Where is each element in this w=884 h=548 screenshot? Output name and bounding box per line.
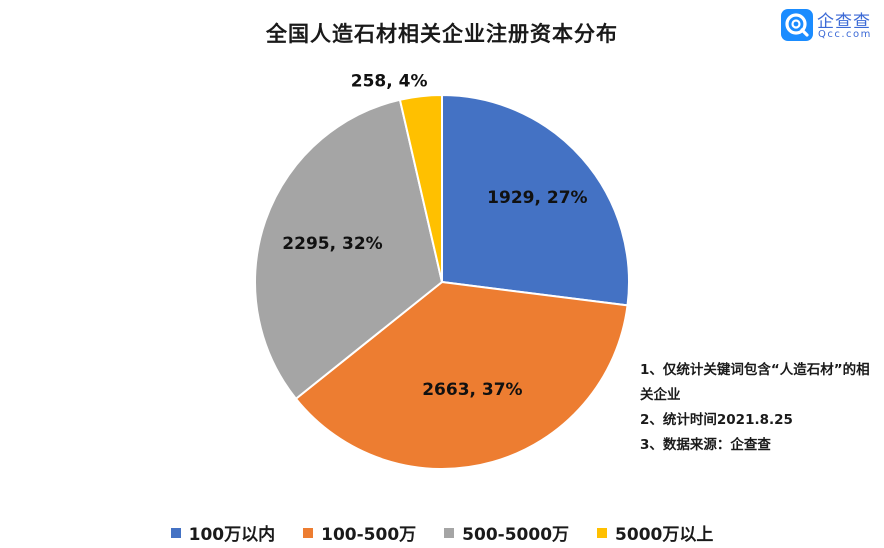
pie-slice-3 [254,98,444,401]
pie-label-2: 2663, 37% [422,380,522,400]
pie-slices [254,93,630,470]
legend-label-4: 5000万以上 [615,525,714,545]
pie-slice-2 [294,280,629,470]
qcc-logo: 企查查 Qcc.com [781,9,881,43]
legend-label-1: 100万以内 [188,525,276,545]
note-3: 3、数据来源：企查查 [640,437,771,453]
legend-swatch-2 [303,527,314,538]
pie-label-4: 258, 4% [351,71,428,91]
legend: 100万以内 100-500万 500-5000万 5000万以上 [0,520,884,545]
logo-url: Qcc.com [818,29,872,40]
legend-label-3: 500-5000万 [462,525,570,545]
note-2: 2、统计时间2021.8.25 [640,412,793,428]
legend-swatch-1 [170,527,181,538]
legend-label-2: 100-500万 [321,525,417,545]
qcc-logo-icon [781,9,813,41]
note-1: 1、仅统计关键词包含“人造石材”的相关企业 [640,362,870,403]
pie-labels: 1929, 27% 2663, 37% 2295, 32% 258, 4% [282,71,587,400]
legend-swatch-3 [444,527,455,538]
pie-label-1: 1929, 27% [487,188,587,208]
pie-slice-4 [398,93,443,283]
legend-item-2: 100-500万 [303,520,416,545]
legend-item-3: 500-5000万 [444,520,569,545]
legend-swatch-4 [597,527,608,538]
legend-item-4: 5000万以上 [597,520,713,545]
pie-slice-1 [441,93,630,307]
notes: 1、仅统计关键词包含“人造石材”的相关企业 2、统计时间2021.8.25 3、… [640,358,880,458]
logo-name: 企查查 [817,12,871,32]
pie-label-3: 2295, 32% [282,234,382,254]
chart-title: 全国人造石材相关企业注册资本分布 [266,22,618,46]
legend-item-1: 100万以内 [170,520,276,545]
